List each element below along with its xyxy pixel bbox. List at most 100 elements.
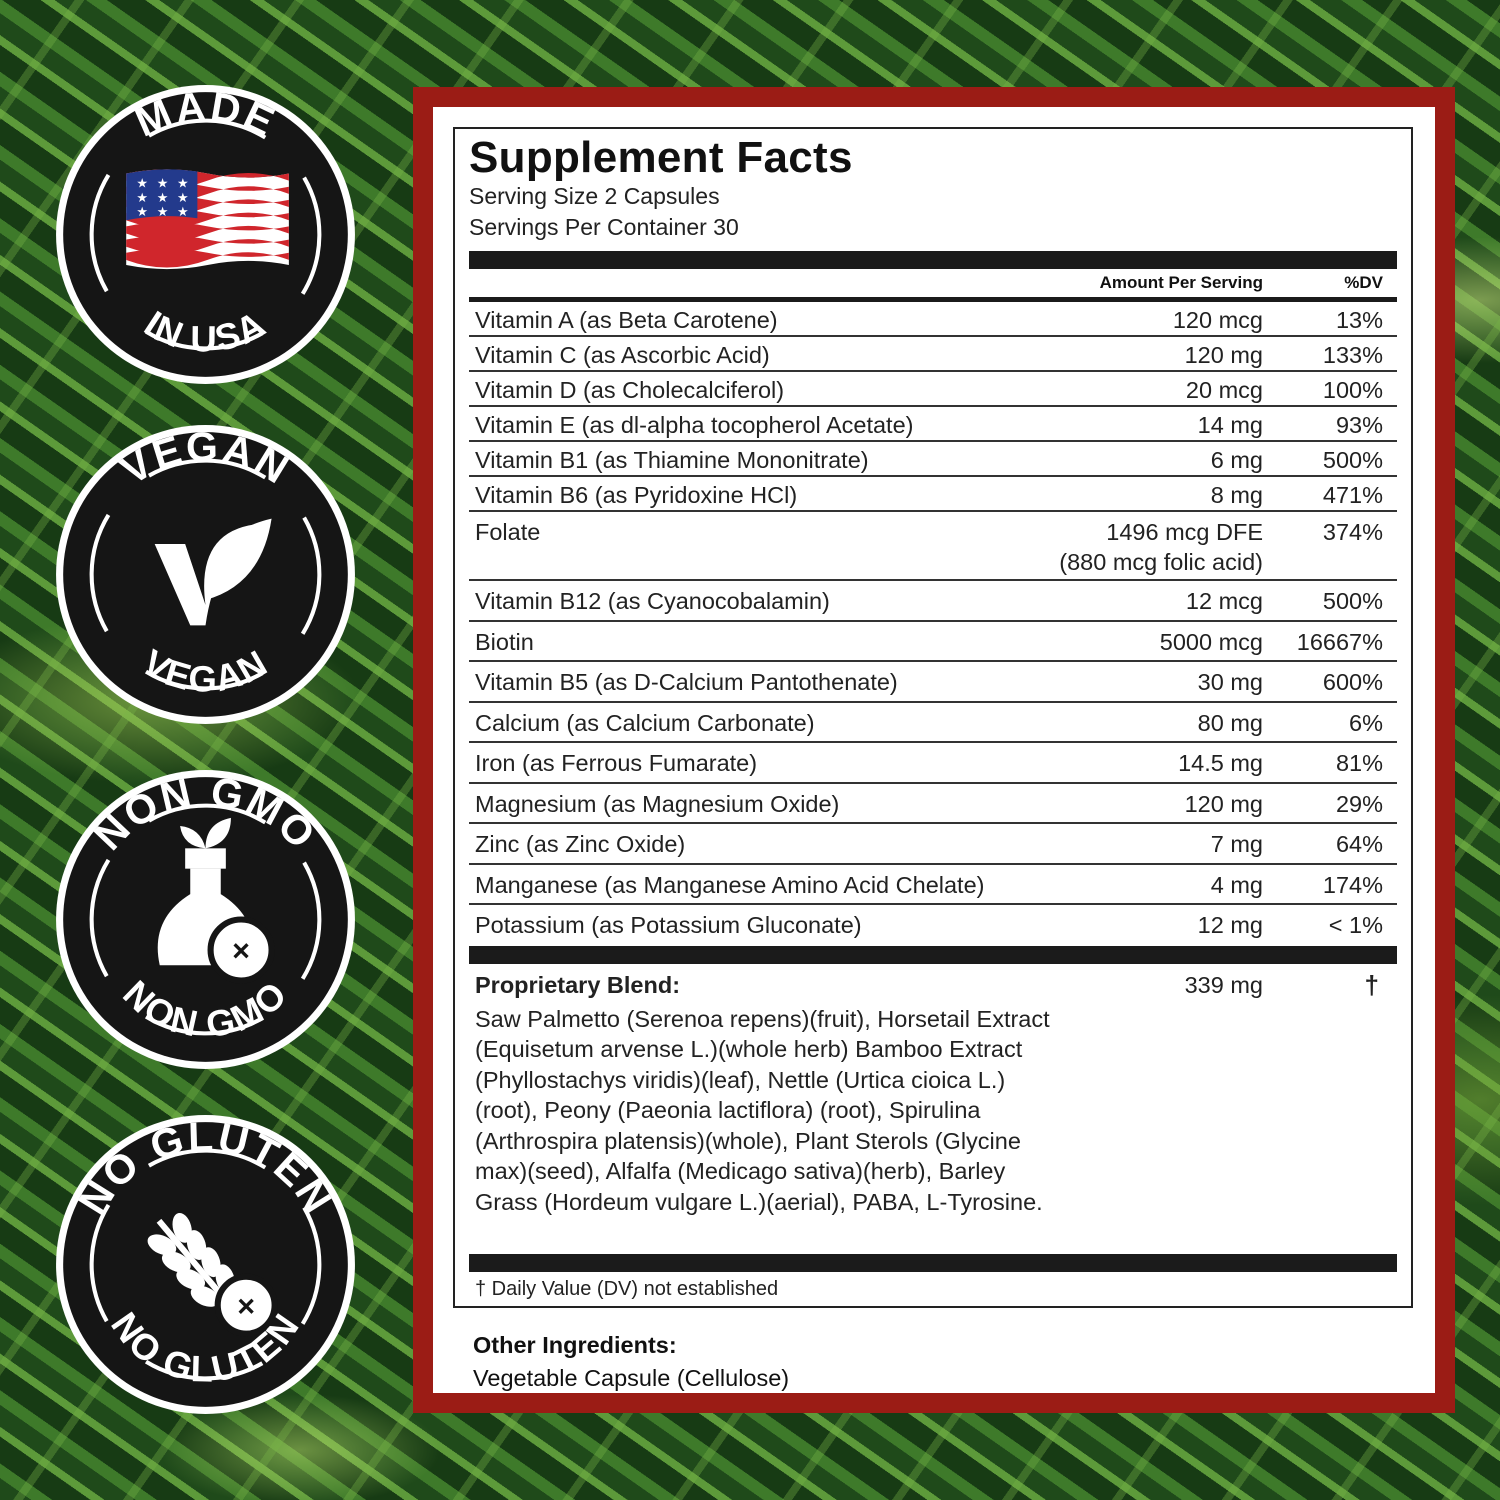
nutrient-amount: 7 mg <box>1211 829 1263 859</box>
svg-text:×: × <box>237 1289 255 1323</box>
servings-per-container: Servings Per Container 30 <box>469 214 739 240</box>
nutrient-dv: 6% <box>1349 709 1383 736</box>
nutrient-name: Iron (as Ferrous Fumarate) <box>475 750 758 776</box>
nutrient-row: Vitamin B1 (as Thiamine Mononitrate) 6 m… <box>469 442 1397 477</box>
nutrient-amount-line: 1496 mcg DFE <box>1106 519 1263 545</box>
nutrient-dv: < 1% <box>1328 912 1383 938</box>
nutrient-amount: 12 mg <box>1198 910 1263 940</box>
nutrient-row: Manganese (as Manganese Amino Acid Chela… <box>469 865 1397 905</box>
badge-no-gluten: NO GLUTEN NO GLUTEN × <box>53 1112 358 1417</box>
svg-text:★: ★ <box>177 176 189 191</box>
nutrient-amount-line: 5000 mcg <box>1159 628 1263 655</box>
nutrient-name: Vitamin B6 (as Pyridoxine HCl) <box>475 482 798 508</box>
badge-made: MADE IN USA ★ ★ ★ ★ ★ ★ ★ ★ ★ <box>53 82 358 387</box>
nutrient-dv: 64% <box>1335 831 1383 857</box>
nutrient-name: Magnesium (as Magnesium Oxide) <box>475 790 840 817</box>
nutrient-name: Folate <box>475 519 541 545</box>
nutrient-amount: 80 mg <box>1198 708 1263 738</box>
nutrient-dv: 13% <box>1335 307 1383 333</box>
nutrient-dv: 133% <box>1322 342 1383 368</box>
nutrient-row: Vitamin B6 (as Pyridoxine HCl) 8 mg 471% <box>469 477 1397 512</box>
nutrient-row: Iron (as Ferrous Fumarate) 14.5 mg 81% <box>469 743 1397 784</box>
nutrient-amount: 6 mg <box>1211 445 1263 475</box>
nutrient-amount-line: 14 mg <box>1197 412 1263 438</box>
badge-non-gmo: NON GMO NON GMO × <box>53 767 358 1072</box>
nutrient-amount-line: 20 mcg <box>1185 377 1263 403</box>
label-panel: Supplement Facts Serving Size 2 Capsules… <box>433 107 1435 1393</box>
divider-bar <box>469 1253 1397 1272</box>
nutrient-amount-line: 8 mg <box>1210 482 1263 508</box>
nutrient-dv: 600% <box>1322 669 1383 695</box>
nutrient-dv: 16667% <box>1296 628 1383 655</box>
nutrient-amount-line: 80 mg <box>1197 709 1263 736</box>
blend-dv: † <box>1364 969 1379 1000</box>
nutrient-name: Potassium (as Potassium Gluconate) <box>475 912 862 938</box>
nutrient-amount: 12 mcg <box>1186 586 1263 616</box>
vegan-leaf-icon <box>154 518 272 626</box>
nutrient-dv: 81% <box>1335 750 1383 776</box>
divider-bar <box>469 251 1397 269</box>
nutrient-name: Biotin <box>475 628 534 655</box>
nutrient-name: Vitamin E (as dl-alpha tocopherol Acetat… <box>475 412 914 438</box>
blend-amount: 339 mg <box>1184 971 1263 998</box>
badge-vegan: VEGAN VEGAN <box>53 422 358 727</box>
nutrient-row: Biotin 5000 mcg 16667% <box>469 622 1397 662</box>
nutrient-amount-line: 12 mg <box>1197 912 1263 938</box>
nutrient-amount-line: 120 mcg <box>1172 307 1263 333</box>
nutrient-dv: 29% <box>1335 790 1383 817</box>
nutrient-name: Vitamin A (as Beta Carotene) <box>475 307 778 333</box>
label-title: Supplement Facts <box>469 133 853 182</box>
nutrient-amount: 8 mg <box>1211 480 1263 510</box>
nutrient-amount-line: 14.5 mg <box>1178 750 1263 776</box>
nutrient-dv: 471% <box>1322 482 1383 508</box>
nutrient-row: Vitamin C (as Ascorbic Acid) 120 mg 133% <box>469 337 1397 372</box>
svg-text:★: ★ <box>136 176 148 191</box>
nutrient-name: Vitamin C (as Ascorbic Acid) <box>475 342 770 368</box>
amount-header: Amount Per Serving <box>1099 273 1263 292</box>
nutrient-row: Vitamin E (as dl-alpha tocopherol Acetat… <box>469 407 1397 442</box>
nutrient-name: Vitamin B12 (as Cyanocobalamin) <box>475 588 830 614</box>
nutrient-amount: 14 mg <box>1198 410 1263 440</box>
nutrient-row: Folate 1496 mcg DFE (880 mcg folic acid) … <box>469 512 1397 581</box>
nutrient-amount: 1496 mcg DFE (880 mcg folic acid) <box>1059 517 1263 577</box>
nutrient-amount: 4 mg <box>1211 870 1263 900</box>
nutrient-name: Zinc (as Zinc Oxide) <box>475 831 686 857</box>
nutrient-amount-line: 30 mg <box>1197 669 1263 695</box>
nutrient-row: Vitamin A (as Beta Carotene) 120 mcg 13% <box>469 302 1397 337</box>
nutrient-row: Vitamin B5 (as D-Calcium Pantothenate) 3… <box>469 662 1397 703</box>
nutrient-amount-line: 4 mg <box>1210 871 1263 898</box>
nutrient-amount: 120 mg <box>1185 340 1263 370</box>
nutrient-dv: 93% <box>1335 412 1383 438</box>
svg-text:★: ★ <box>157 176 169 191</box>
serving-size: Serving Size 2 Capsules <box>469 183 720 209</box>
nutrient-row: Magnesium (as Magnesium Oxide) 120 mg 29… <box>469 784 1397 824</box>
nutrient-dv: 100% <box>1322 377 1383 403</box>
other-ingredients-title: Other Ingredients: <box>473 1332 677 1358</box>
nutrient-amount: 5000 mcg <box>1160 627 1263 657</box>
dv-header: %DV <box>1344 273 1383 292</box>
nutrient-amount: 30 mg <box>1198 667 1263 697</box>
nutrient-dv: 374% <box>1322 519 1383 545</box>
nutrient-amount-line: 120 mg <box>1184 342 1263 368</box>
nutrient-amount-line: 6 mg <box>1210 447 1263 473</box>
nutrient-row: Zinc (as Zinc Oxide) 7 mg 64% <box>469 824 1397 865</box>
nutrient-dv: 500% <box>1322 447 1383 473</box>
nutrient-dv: 174% <box>1322 871 1383 898</box>
nutrient-row: Calcium (as Calcium Carbonate) 80 mg 6% <box>469 703 1397 743</box>
svg-text:×: × <box>232 934 250 968</box>
non-gmo-flask-icon: × <box>157 817 275 984</box>
svg-text:★: ★ <box>157 190 169 205</box>
blend-ingredients: Saw Palmetto (Serenoa repens)(fruit), Ho… <box>475 1005 1050 1215</box>
footnote: † Daily Value (DV) not established <box>475 1277 779 1300</box>
divider-bar <box>469 945 1397 964</box>
nutrient-name: Vitamin D (as Cholecalciferol) <box>475 377 785 403</box>
nutrient-amount-line: 7 mg <box>1210 831 1263 857</box>
svg-text:★: ★ <box>136 190 148 205</box>
nutrient-name: Vitamin B1 (as Thiamine Mononitrate) <box>475 447 869 473</box>
nutrient-amount: 120 mg <box>1185 789 1263 819</box>
nutrient-table: Vitamin A (as Beta Carotene) 120 mcg 13%… <box>469 302 1397 946</box>
divider-line <box>469 297 1397 302</box>
supplement-facts-frame: Supplement Facts Serving Size 2 Capsules… <box>413 87 1455 1413</box>
no-gluten-wheat-icon: × <box>147 1212 278 1337</box>
us-flag-icon: ★ ★ ★★ ★ ★★ ★ ★ <box>126 169 289 270</box>
